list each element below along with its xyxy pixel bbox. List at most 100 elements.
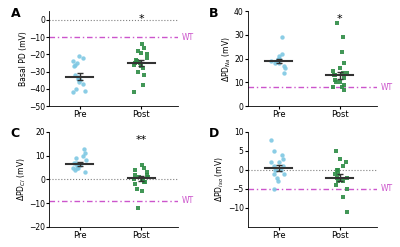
Point	[132, 182, 138, 186]
Point	[72, 73, 78, 77]
Point	[81, 147, 88, 151]
Point	[279, 153, 285, 157]
Point	[69, 59, 76, 63]
Point	[70, 90, 76, 94]
Point	[74, 61, 80, 65]
Point	[82, 151, 88, 155]
Point	[71, 161, 77, 165]
Point	[72, 168, 78, 172]
Point	[340, 76, 347, 80]
Y-axis label: $\Delta$PD$_{Na}$ (mV): $\Delta$PD$_{Na}$ (mV)	[220, 36, 232, 82]
Point	[276, 160, 283, 164]
Point	[334, 21, 340, 25]
Point	[80, 154, 86, 158]
Point	[329, 69, 336, 73]
Text: *: *	[138, 14, 144, 24]
Point	[276, 57, 282, 61]
Point	[333, 81, 339, 84]
Text: C: C	[10, 127, 20, 140]
Point	[140, 177, 146, 181]
Point	[74, 163, 80, 167]
Point	[132, 61, 138, 65]
Point	[331, 73, 337, 77]
Point	[280, 164, 286, 168]
Text: WT: WT	[380, 185, 393, 193]
Point	[135, 70, 141, 74]
Point	[131, 63, 138, 67]
Point	[144, 173, 150, 177]
Text: WT: WT	[182, 196, 194, 205]
Point	[275, 57, 281, 61]
Point	[83, 159, 89, 163]
Point	[334, 168, 340, 172]
Text: **: **	[136, 135, 147, 145]
Point	[144, 52, 150, 56]
Point	[281, 71, 287, 75]
Point	[145, 175, 151, 179]
Point	[142, 180, 149, 184]
Point	[139, 163, 145, 167]
Y-axis label: $\Delta$PD$_{Cl}$ (mV): $\Delta$PD$_{Cl}$ (mV)	[15, 158, 28, 201]
Point	[340, 195, 346, 199]
Point	[138, 51, 145, 55]
Point	[139, 42, 145, 46]
Point	[72, 63, 78, 67]
Point	[140, 180, 147, 184]
Point	[337, 157, 344, 161]
Point	[73, 156, 80, 160]
Point	[338, 50, 345, 54]
Point	[344, 210, 350, 214]
Point	[75, 77, 82, 81]
Point	[76, 54, 82, 58]
Point	[330, 85, 336, 89]
Point	[281, 64, 287, 68]
Point	[344, 187, 350, 191]
Point	[138, 189, 145, 193]
Point	[333, 149, 339, 153]
Point	[136, 175, 142, 179]
Point	[334, 176, 340, 180]
Point	[272, 168, 278, 172]
Point	[139, 177, 146, 181]
Text: A: A	[10, 6, 20, 20]
Point	[340, 83, 347, 87]
Point	[82, 170, 88, 174]
Point	[72, 87, 79, 91]
Point	[135, 206, 142, 210]
Point	[80, 56, 86, 60]
Point	[344, 176, 350, 180]
Point	[276, 57, 282, 61]
Point	[71, 64, 77, 68]
Point	[340, 179, 347, 183]
Point	[335, 168, 341, 172]
Point	[134, 59, 140, 63]
Point	[280, 157, 286, 161]
Point	[75, 165, 81, 169]
Point	[77, 163, 84, 167]
Point	[274, 59, 280, 63]
Point	[132, 58, 139, 62]
Point	[343, 71, 350, 75]
Point	[268, 59, 274, 63]
Point	[74, 75, 81, 79]
Point	[132, 168, 138, 172]
Point	[73, 161, 80, 165]
Text: WT: WT	[182, 33, 194, 42]
Point	[131, 177, 138, 181]
Point	[80, 82, 86, 86]
Point	[77, 78, 84, 82]
Point	[134, 187, 140, 191]
Point	[341, 62, 348, 65]
Text: D: D	[209, 127, 220, 140]
Point	[279, 52, 286, 56]
Point	[135, 49, 141, 53]
Point	[140, 165, 147, 169]
Point	[268, 138, 274, 142]
Point	[70, 165, 76, 169]
Point	[271, 164, 278, 168]
Point	[271, 62, 278, 65]
Point	[141, 73, 147, 77]
Point	[140, 66, 147, 70]
Text: WT: WT	[380, 83, 393, 92]
Y-axis label: $\Delta$PD$_{iso}$ (mV): $\Delta$PD$_{iso}$ (mV)	[214, 156, 226, 202]
